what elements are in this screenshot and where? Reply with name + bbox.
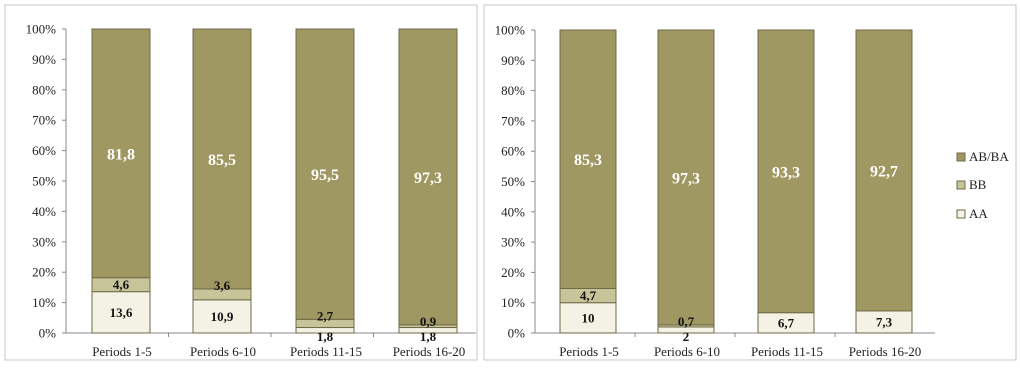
x-category-label: Periods 11-15 [751, 344, 823, 359]
bar-segment-aa [559, 302, 617, 334]
x-category-label: Periods 16-20 [849, 344, 922, 359]
bar-segment-ab-ba [295, 28, 355, 320]
data-label: 85,5 [208, 152, 236, 169]
data-label: 7,3 [876, 314, 893, 329]
data-label: 95,5 [311, 167, 339, 184]
legend: AB/BA BB AA [956, 149, 1009, 221]
x-category-label: Periods 1-5 [559, 344, 619, 359]
y-tick-label: 10% [32, 295, 56, 310]
x-category-label: Periods 6-10 [654, 344, 720, 359]
bar-segment-ab-ba [855, 29, 913, 312]
legend-swatch-aa [956, 209, 966, 219]
y-tick-label: 60% [501, 144, 525, 159]
legend-label: AB/BA [969, 149, 1009, 164]
bar-segment-ab-ba [757, 29, 815, 314]
data-label: 85,3 [574, 152, 602, 169]
bar-segment-ab-ba [398, 28, 458, 326]
data-label: 1,8 [317, 329, 334, 344]
bar-segment-aa [192, 299, 252, 334]
legend-swatch-bb [956, 180, 966, 190]
y-tick-label: 0% [508, 326, 526, 341]
y-tick-label: 70% [501, 113, 525, 128]
x-category-label: Periods 16-20 [393, 344, 466, 359]
legend-label: AA [969, 206, 988, 221]
data-label: 97,3 [672, 170, 700, 187]
y-tick-label: 100% [495, 23, 526, 38]
chart-panel-2: 0% 10% 20% 30% 40% 50% 60% 70% 80% 90% 100% 10 4,7 85… [483, 4, 1017, 361]
y-tick-label: 70% [32, 113, 56, 128]
bar-segment-ab-ba [657, 29, 715, 326]
data-label: 0,7 [678, 314, 695, 329]
y-tick-label: 0% [39, 326, 57, 341]
y-tick-label: 20% [501, 265, 525, 280]
data-label: 81,8 [107, 146, 135, 163]
bar-segment-aa [91, 291, 151, 334]
x-category-label: Periods 11-15 [290, 344, 362, 359]
data-label: 1,8 [420, 329, 437, 344]
y-tick-label: 50% [501, 174, 525, 189]
data-label: 2 [683, 329, 690, 344]
data-label: 93,3 [772, 164, 800, 181]
legend-swatch-ab-ba [956, 152, 966, 162]
y-tick-label: 100% [26, 22, 57, 37]
y-tick-label: 90% [32, 52, 56, 67]
data-label: 0,9 [420, 314, 437, 329]
data-label: 4,7 [580, 288, 597, 303]
bar-segment-ab-ba [559, 29, 617, 289]
data-label: 10,9 [211, 309, 234, 324]
data-label: 6,7 [778, 315, 795, 330]
data-label: 92,7 [870, 163, 898, 180]
data-label: 3,6 [214, 278, 231, 293]
data-label: 4,6 [113, 277, 130, 292]
chart-panel-1: 0% 10% 20% 30% 40% 50% 60% 70% 80% 90% 100% 13,6 4,6… [4, 4, 478, 361]
y-tick-label: 30% [32, 234, 56, 249]
y-tick-label: 40% [32, 204, 56, 219]
y-tick-label: 40% [501, 204, 525, 219]
data-label: 2,7 [317, 308, 334, 323]
y-tick-label: 80% [501, 83, 525, 98]
legend-label: BB [969, 177, 987, 192]
x-category-label: Periods 1-5 [92, 344, 152, 359]
bar-segment-ab-ba [192, 28, 252, 290]
y-tick-label: 80% [32, 82, 56, 97]
y-tick-label: 20% [32, 265, 56, 280]
data-label: 97,3 [414, 170, 442, 187]
data-label: 10 [582, 310, 595, 325]
y-tick-label: 50% [32, 174, 56, 189]
y-tick-label: 60% [32, 143, 56, 158]
data-label: 13,6 [110, 305, 133, 320]
x-category-label: Periods 6-10 [190, 344, 256, 359]
y-tick-label: 10% [501, 295, 525, 310]
y-tick-label: 30% [501, 235, 525, 250]
bar-segment-ab-ba [91, 28, 151, 279]
y-tick-label: 90% [501, 53, 525, 68]
